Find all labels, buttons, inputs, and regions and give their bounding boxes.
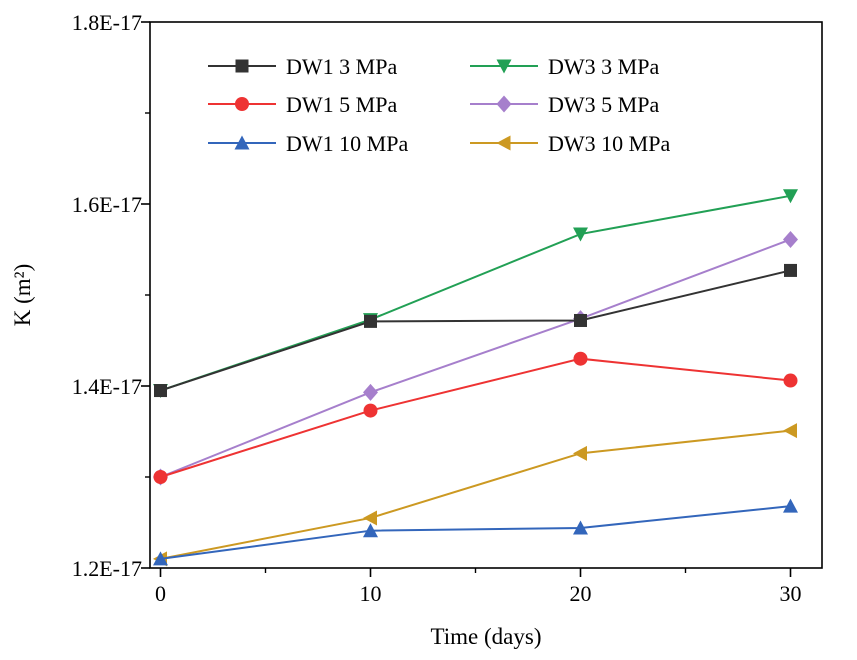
legend-label: DW1 10 MPa <box>286 131 408 156</box>
series-line <box>160 269 791 392</box>
data-point <box>573 351 588 366</box>
data-point <box>573 520 588 535</box>
data-point <box>784 263 797 277</box>
legend-item: DW1 10 MPa <box>208 131 408 156</box>
legend-label: DW3 5 MPa <box>548 92 659 117</box>
series-layer <box>153 189 798 567</box>
data-point <box>154 384 167 398</box>
series-dw3-3-mpa <box>153 189 798 399</box>
series-line <box>160 505 791 560</box>
series-dw1-3-mpa <box>154 263 797 398</box>
y-tick-label: 1.2E-17 <box>72 556 142 581</box>
data-point <box>573 227 588 242</box>
y-tick-label: 1.4E-17 <box>72 374 142 399</box>
series-dw1-5-mpa <box>153 351 798 484</box>
legend-label: DW3 3 MPa <box>548 54 659 79</box>
data-point <box>574 313 587 327</box>
data-point <box>363 523 378 538</box>
axes: 0 10 20 30 1.2E-17 1.4E-17 1.6E-17 1.8E-17 <box>72 10 802 606</box>
legend-marker <box>234 135 250 150</box>
data-point <box>153 470 168 484</box>
legend-marker <box>496 95 512 113</box>
series-line <box>160 429 791 560</box>
data-point <box>153 551 168 566</box>
series-dw3-10-mpa <box>153 423 797 567</box>
y-tick-label: 1.6E-17 <box>72 192 142 217</box>
legend-item: DW3 10 MPa <box>470 131 670 156</box>
data-point <box>783 423 797 439</box>
legend-label: DW1 3 MPa <box>286 54 397 79</box>
legend-marker <box>235 59 249 73</box>
x-tick-label: 20 <box>570 581 592 606</box>
data-point <box>783 373 798 388</box>
data-point <box>363 383 378 401</box>
data-point <box>783 230 798 248</box>
legend-item: DW3 3 MPa <box>470 54 659 79</box>
legend-marker <box>235 97 249 111</box>
series-dw1-10-mpa <box>153 498 798 566</box>
data-point <box>783 189 798 204</box>
data-point <box>783 498 798 513</box>
x-axis-title: Time (days) <box>431 624 542 649</box>
legend-item: DW3 5 MPa <box>470 92 659 117</box>
y-axis-title: K (m²) <box>10 264 35 326</box>
data-point <box>363 403 378 418</box>
legend-label: DW3 10 MPa <box>548 131 670 156</box>
series-dw3-5-mpa <box>153 230 798 486</box>
data-point <box>363 510 377 526</box>
y-tick-label: 1.8E-17 <box>72 10 142 35</box>
legend-marker <box>496 59 512 74</box>
data-point <box>364 314 377 328</box>
x-tick-label: 0 <box>155 581 166 606</box>
series-line <box>160 238 791 478</box>
legend: DW1 3 MPa DW1 5 MPa DW1 10 MPa DW3 3 MPa DW3… <box>208 54 670 156</box>
data-point <box>573 445 587 461</box>
x-tick-label: 10 <box>360 581 382 606</box>
x-tick-label: 30 <box>780 581 802 606</box>
legend-item: DW1 3 MPa <box>208 54 397 79</box>
series-line <box>160 357 791 478</box>
legend-item: DW1 5 MPa <box>208 92 397 117</box>
legend-label: DW1 5 MPa <box>286 92 397 117</box>
legend-marker <box>496 135 511 151</box>
